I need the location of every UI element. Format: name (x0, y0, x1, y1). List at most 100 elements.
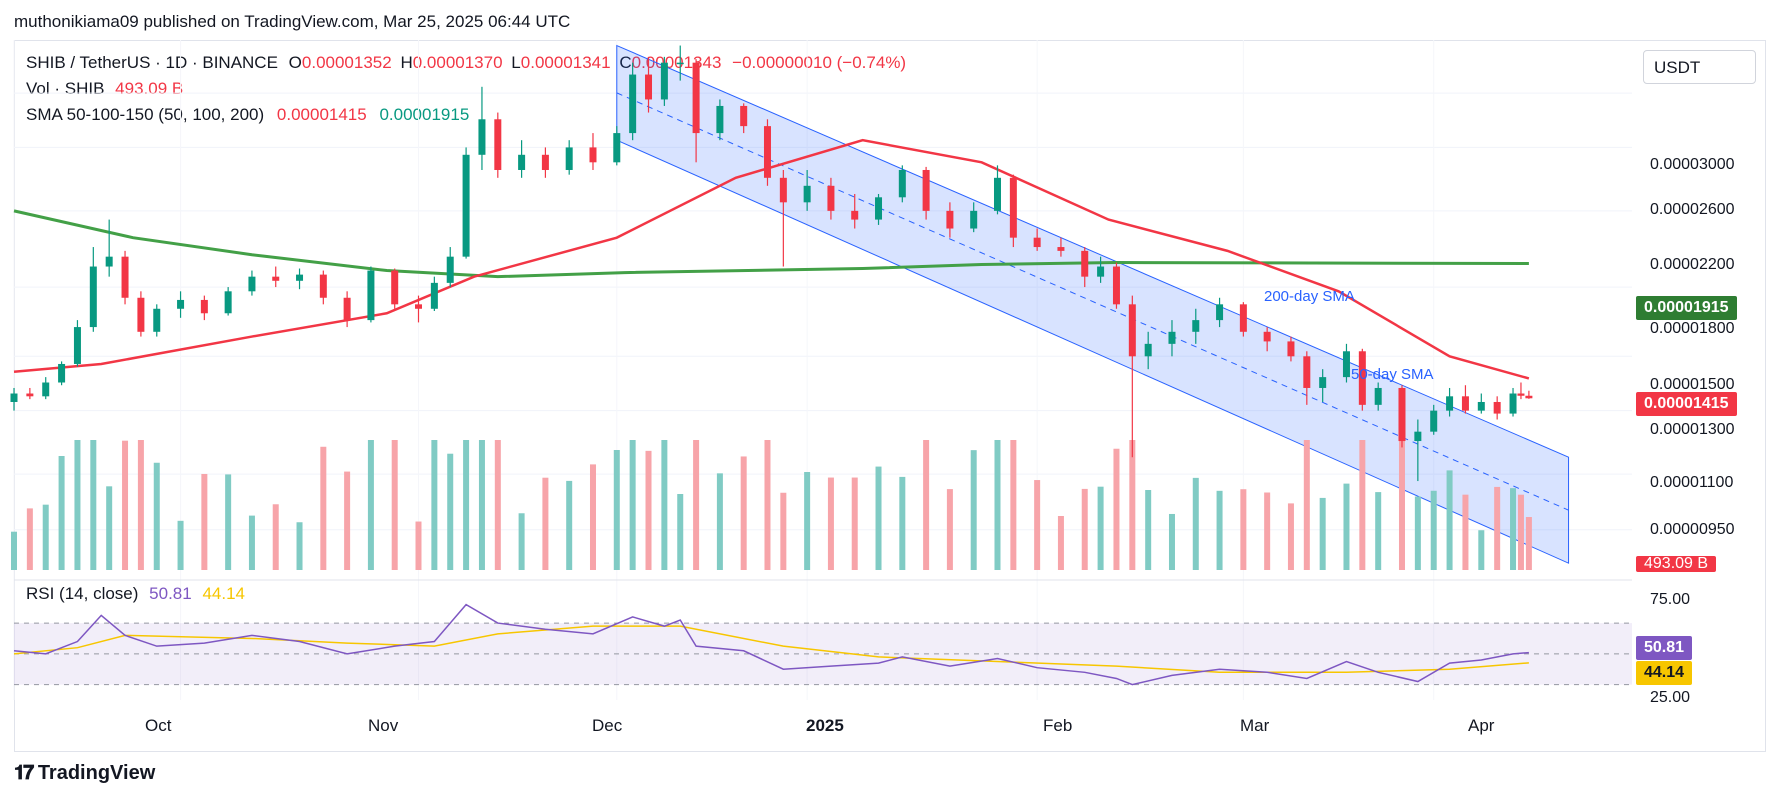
time-axis-label: Nov (368, 716, 399, 735)
candle-body (1477, 401, 1485, 411)
volume-bar (42, 504, 49, 570)
candle-body (1303, 356, 1311, 388)
candle-body (137, 297, 145, 332)
volume-bar (875, 466, 882, 570)
rsi-axis-label: 25.00 (1650, 689, 1691, 706)
time-axis-label: Mar (1240, 716, 1270, 735)
volume-bar (1145, 490, 1152, 570)
volume-bar (137, 440, 144, 570)
rsi-label: RSI (14, close) (26, 584, 139, 603)
sma50-annotation: 50-day SMA (1351, 366, 1434, 383)
rsi-ma-badge: 44.14 (1636, 661, 1693, 685)
candle-body (1216, 304, 1224, 321)
volume-bar (693, 440, 700, 570)
candle-body (1342, 351, 1350, 378)
sma50-line (13, 138, 1530, 380)
descending-channel (616, 44, 1570, 564)
price-axis-label: 0.00002600 (1650, 201, 1735, 218)
candle-body (851, 210, 859, 220)
sma-legend[interactable]: SMA 50-100-150 (50, 100, 200) 0.00001415… (26, 105, 469, 125)
sma-label: SMA 50-100-150 (50, 100, 200) (26, 105, 265, 124)
volume-bar (566, 480, 573, 570)
volume-bar (1398, 440, 1405, 570)
volume-bar (58, 456, 65, 570)
volume-bar (923, 440, 930, 570)
volume-bar (1081, 488, 1088, 570)
volume-bar (827, 477, 834, 570)
candle-body (26, 393, 34, 397)
candle-body (367, 270, 375, 321)
rsi-value: 50.81 (149, 584, 192, 603)
candle-body (827, 185, 835, 211)
price-axis-label: 0.00002200 (1650, 256, 1735, 273)
sma200-line (13, 209, 1529, 279)
tradingview-logo[interactable]: 𝟏𝟕 TradingView (14, 762, 155, 785)
volume-bar (613, 450, 620, 570)
open-label: O (288, 53, 302, 72)
candle-body (1287, 341, 1295, 357)
rsi-band (14, 623, 1632, 685)
candle-body (946, 210, 954, 229)
volume-bar (1097, 486, 1104, 570)
volume-bar (1192, 477, 1199, 570)
time-axis-label: 2025 (806, 716, 844, 735)
symbol-label[interactable]: SHIB / TetherUS · 1D · BINANCE (26, 53, 278, 72)
candle-body (1239, 304, 1247, 332)
volume-bar (1462, 494, 1469, 570)
candle-body (803, 185, 811, 203)
candle-body (73, 327, 81, 364)
candle-body (660, 62, 668, 100)
volume-bar (494, 440, 501, 570)
currency-button[interactable]: USDT (1643, 50, 1756, 84)
price-axis-label: 0.00001100 (1650, 474, 1734, 491)
high-value: 0.00001370 (412, 53, 503, 72)
candle-body (1057, 247, 1065, 251)
volume-bar (248, 515, 255, 570)
candle-body (430, 282, 438, 309)
candle-body (1263, 331, 1271, 342)
volume-bar (1057, 516, 1064, 570)
volume-bar (946, 489, 953, 570)
candle-body (716, 105, 724, 134)
volume-bar (1303, 440, 1310, 570)
volume-bar (463, 440, 470, 570)
rsi-ma-value: 44.14 (202, 584, 245, 603)
time-axis-label: Apr (1468, 716, 1495, 735)
rsi-line (13, 603, 1529, 686)
sma200-annotation: 200-day SMA (1264, 288, 1355, 305)
low-value: 0.00001341 (520, 53, 611, 72)
volume-bar (1264, 492, 1271, 570)
candle-body (1398, 387, 1406, 442)
volume-bar (1494, 486, 1501, 570)
sma50-price-badge: 0.00001415 (1636, 392, 1737, 416)
candle-body (1128, 304, 1136, 357)
candle-body (1509, 393, 1517, 414)
volume-bar (106, 486, 113, 570)
volume-bar (447, 453, 454, 570)
rsi-legend[interactable]: RSI (14, close) 50.81 44.14 (26, 584, 245, 604)
candle-body (1192, 320, 1200, 332)
volume-bar (1129, 440, 1136, 570)
volume-bar (899, 476, 906, 570)
candle-body (1374, 387, 1382, 405)
volume-bar (780, 492, 787, 570)
candle-body (922, 169, 930, 211)
volume-bar (344, 471, 351, 570)
volume-bar (1287, 503, 1294, 570)
volume-bar (542, 477, 549, 570)
time-axis-label: Oct (145, 716, 172, 735)
volume-bar (431, 440, 438, 570)
volume-bar (629, 440, 636, 570)
volume-bar (201, 473, 208, 570)
tv-logo-icon: 𝟏𝟕 (14, 762, 34, 784)
volume-bar (804, 472, 811, 570)
volume-bar (122, 440, 129, 570)
volume-bar (1319, 497, 1326, 570)
volume-bar (970, 450, 977, 570)
volume-bar (74, 440, 81, 570)
candle-body (1525, 395, 1533, 399)
publisher-line: muthonikiama09 published on TradingView.… (14, 12, 571, 31)
candle-body (1358, 351, 1366, 405)
price-axis-label: 0.00001800 (1650, 320, 1735, 337)
